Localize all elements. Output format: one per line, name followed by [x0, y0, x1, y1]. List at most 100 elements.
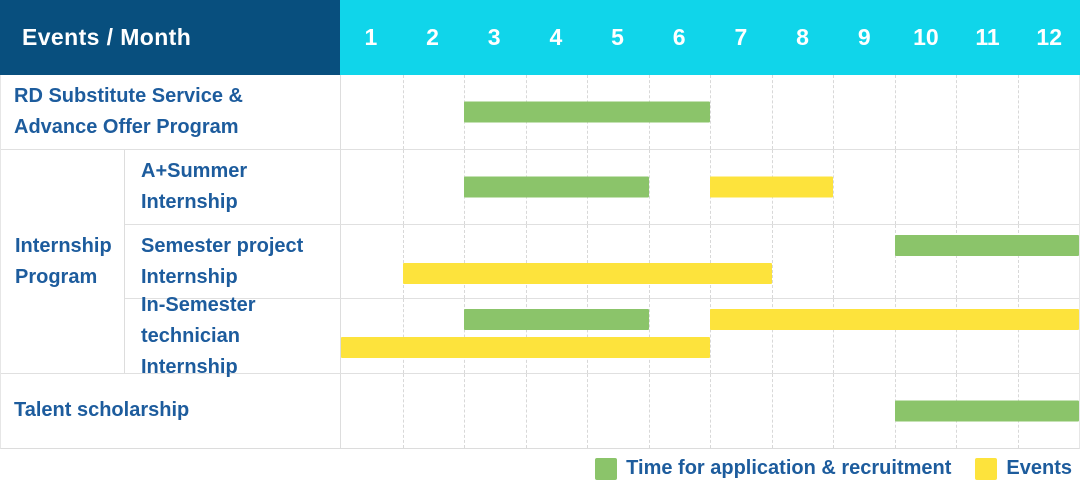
month-gridline	[1017, 75, 1019, 150]
application-recruitment-bar	[464, 176, 649, 198]
month-gridline	[956, 299, 957, 373]
month-gridline	[833, 373, 834, 448]
month-header-cell: 6	[672, 24, 686, 50]
month-gridline	[402, 150, 404, 224]
month-gridline	[464, 299, 465, 373]
month-gridline	[833, 150, 834, 224]
yellow-swatch-icon	[975, 457, 998, 480]
month-gridline	[894, 150, 896, 224]
month-gridline	[710, 224, 711, 299]
chart-area-semester-project	[341, 224, 1079, 299]
month-header-cell: 2	[426, 24, 439, 50]
row-label-line: Talent scholarship	[14, 399, 190, 422]
month-gridline	[525, 299, 527, 373]
month-header-cell: 12	[1036, 24, 1063, 50]
month-gridline	[1017, 299, 1019, 373]
row-talent-scholarship: Talent scholarship	[1, 373, 1079, 448]
row-group-internship-program: Internship Program A+Summer Internship S…	[1, 150, 1079, 378]
row-label-semester-project: Semester project Internship	[125, 224, 341, 299]
month-gridline	[833, 224, 834, 299]
month-header-cell: 4	[549, 24, 563, 50]
chart-area-a-plus-summer	[341, 150, 1079, 224]
internship-subrows: A+Summer Internship Semester project Int…	[125, 150, 1079, 378]
legend-item-events: Events	[975, 457, 1072, 480]
month-gridline	[587, 373, 588, 448]
events-bar	[402, 262, 772, 284]
month-gridline	[894, 299, 896, 373]
month-gridline	[525, 224, 527, 299]
chart-area-talent-scholarship	[341, 373, 1079, 448]
month-header-cell: 10	[913, 24, 939, 50]
month-gridline	[956, 224, 957, 299]
month-gridline	[771, 224, 773, 299]
row-a-plus-summer: A+Summer Internship	[125, 150, 1079, 225]
group-label-line: Internship	[15, 234, 112, 257]
application-recruitment-bar	[464, 309, 649, 331]
events-bar	[710, 309, 1079, 331]
month-gridline	[648, 150, 650, 224]
gantt-body: RD Substitute Service & Advance Offer Pr…	[0, 75, 1080, 449]
legend-label: Events	[1006, 457, 1072, 479]
month-gridline	[648, 373, 650, 448]
month-gridline	[587, 224, 588, 299]
legend-label: Time for application & recruitment	[626, 457, 952, 479]
chart-area-rd-substitute	[341, 75, 1079, 150]
application-recruitment-bar	[894, 234, 1079, 256]
month-header-cell: 5	[611, 24, 624, 50]
month-gridline	[464, 224, 465, 299]
green-swatch-icon	[595, 457, 618, 480]
events-bar	[710, 176, 833, 198]
row-label-in-semester-technician: In-Semester technician Internship	[125, 294, 341, 378]
month-gridline	[402, 299, 404, 373]
month-gridline	[648, 224, 650, 299]
chart-area-in-semester-technician	[341, 299, 1079, 373]
month-gridline	[771, 75, 773, 150]
month-gridline	[833, 299, 834, 373]
month-gridline	[710, 75, 711, 150]
row-in-semester-technician: In-Semester technician Internship	[125, 294, 1079, 378]
month-header-cell: 1	[364, 24, 378, 50]
row-label-line: technician Internship	[141, 324, 240, 378]
application-recruitment-bar	[894, 400, 1079, 422]
month-gridline	[525, 373, 527, 448]
table-header: Events / Month 1 2 3 4 5 6 7 8 9 10 11 12	[0, 0, 1080, 75]
month-header-cell: 8	[796, 24, 809, 50]
row-label-talent-scholarship: Talent scholarship	[1, 373, 341, 448]
application-recruitment-bar	[464, 101, 710, 123]
group-label-line: Program	[15, 265, 98, 288]
month-header-cell: 3	[487, 24, 501, 50]
month-gridline	[1017, 150, 1019, 224]
events-month-header-cell: Events / Month	[0, 0, 340, 75]
month-gridline	[402, 75, 404, 150]
month-gridline	[833, 75, 834, 150]
month-gridline	[1017, 224, 1019, 299]
month-header-cell: 7	[734, 24, 748, 50]
month-gridline	[956, 75, 957, 150]
month-gridline	[402, 373, 404, 448]
month-gridline	[710, 373, 711, 448]
month-gridline	[464, 373, 465, 448]
row-label-line: Internship	[141, 190, 238, 213]
legend: Time for application & recruitment Event…	[595, 457, 1072, 480]
month-gridline	[587, 299, 588, 373]
group-label-internship-program: Internship Program	[1, 150, 125, 373]
row-semester-project: Semester project Internship	[125, 224, 1079, 300]
events-bar	[341, 337, 710, 359]
month-gridline	[648, 299, 650, 373]
month-gridline	[402, 224, 404, 299]
months-row: 1 2 3 4 5 6 7 8 9 10 11 12	[340, 0, 1080, 75]
row-label-line: Internship	[141, 265, 238, 288]
month-gridline	[956, 150, 957, 224]
row-label-line: A+Summer	[141, 159, 248, 182]
row-label-a-plus-summer: A+Summer Internship	[125, 150, 341, 224]
row-label-line: Semester project	[141, 234, 304, 257]
row-label-line: RD Substitute Service &	[14, 85, 243, 108]
month-gridline	[771, 373, 773, 448]
row-label-rd-substitute: RD Substitute Service & Advance Offer Pr…	[1, 75, 341, 150]
month-gridline	[710, 299, 711, 373]
month-gridline	[894, 75, 896, 150]
row-rd-substitute: RD Substitute Service & Advance Offer Pr…	[1, 75, 1079, 151]
month-header-cell: 11	[975, 24, 1000, 50]
month-gridline	[894, 224, 896, 299]
